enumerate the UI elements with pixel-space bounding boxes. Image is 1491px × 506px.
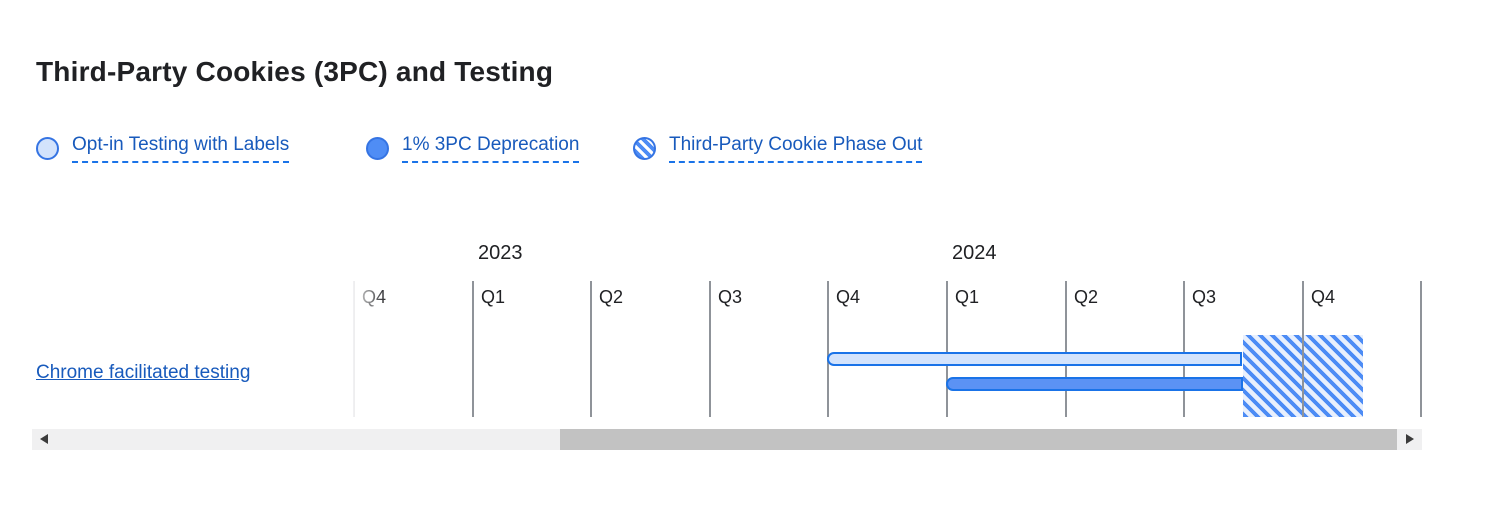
quarter-tick — [1065, 281, 1067, 417]
scroll-right-arrow-icon[interactable] — [1406, 434, 1414, 444]
solid-blue-circle-icon — [366, 137, 389, 161]
quarter-tick — [1183, 281, 1185, 417]
quarter-label: Q3 — [718, 287, 743, 307]
legend-item-label: Third-Party Cookie Phase Out — [669, 134, 923, 163]
legend-item-label: 1% 3PC Deprecation — [402, 134, 580, 163]
quarter-label: Q1 — [955, 287, 980, 307]
timeline-bar-light[interactable] — [827, 352, 1242, 366]
legend-item-label: Opt-in Testing with Labels — [72, 134, 290, 163]
quarter-label: Q2 — [599, 287, 624, 307]
horizontal-scrollbar-thumb[interactable] — [560, 429, 1397, 450]
horizontal-scrollbar-track[interactable] — [32, 429, 1422, 450]
legend-item-cookie-phase-out[interactable]: Third-Party Cookie Phase Out — [633, 134, 923, 163]
light-blue-circle-icon — [36, 137, 59, 161]
year-label: 2023 — [478, 242, 523, 264]
quarter-tick — [1302, 281, 1304, 417]
quarter-label: Q4 — [362, 287, 387, 307]
quarter-tick — [1420, 281, 1422, 417]
scroll-left-arrow-icon[interactable] — [40, 434, 48, 444]
quarter-tick — [827, 281, 829, 417]
quarter-label: Q3 — [1192, 287, 1217, 307]
quarter-tick — [590, 281, 592, 417]
quarter-label: Q1 — [481, 287, 506, 307]
year-label: 2024 — [952, 242, 997, 264]
quarter-tick — [472, 281, 474, 417]
page-title: Third-Party Cookies (3PC) and Testing — [36, 56, 554, 87]
row-label-chrome-facilitated-testing[interactable]: Chrome facilitated testing — [36, 362, 251, 383]
quarter-label: Q4 — [1311, 287, 1336, 307]
legend-item-1pct-3pc-deprecation[interactable]: 1% 3PC Deprecation — [366, 134, 580, 163]
quarter-label: Q2 — [1074, 287, 1099, 307]
quarter-tick — [709, 281, 711, 417]
quarter-tick — [353, 281, 355, 417]
timeline-bar-solid[interactable] — [946, 377, 1243, 391]
striped-blue-circle-icon — [633, 137, 656, 161]
quarter-label: Q4 — [836, 287, 861, 307]
legend-item-opt-in-testing[interactable]: Opt-in Testing with Labels — [36, 134, 290, 163]
quarter-tick — [946, 281, 948, 417]
